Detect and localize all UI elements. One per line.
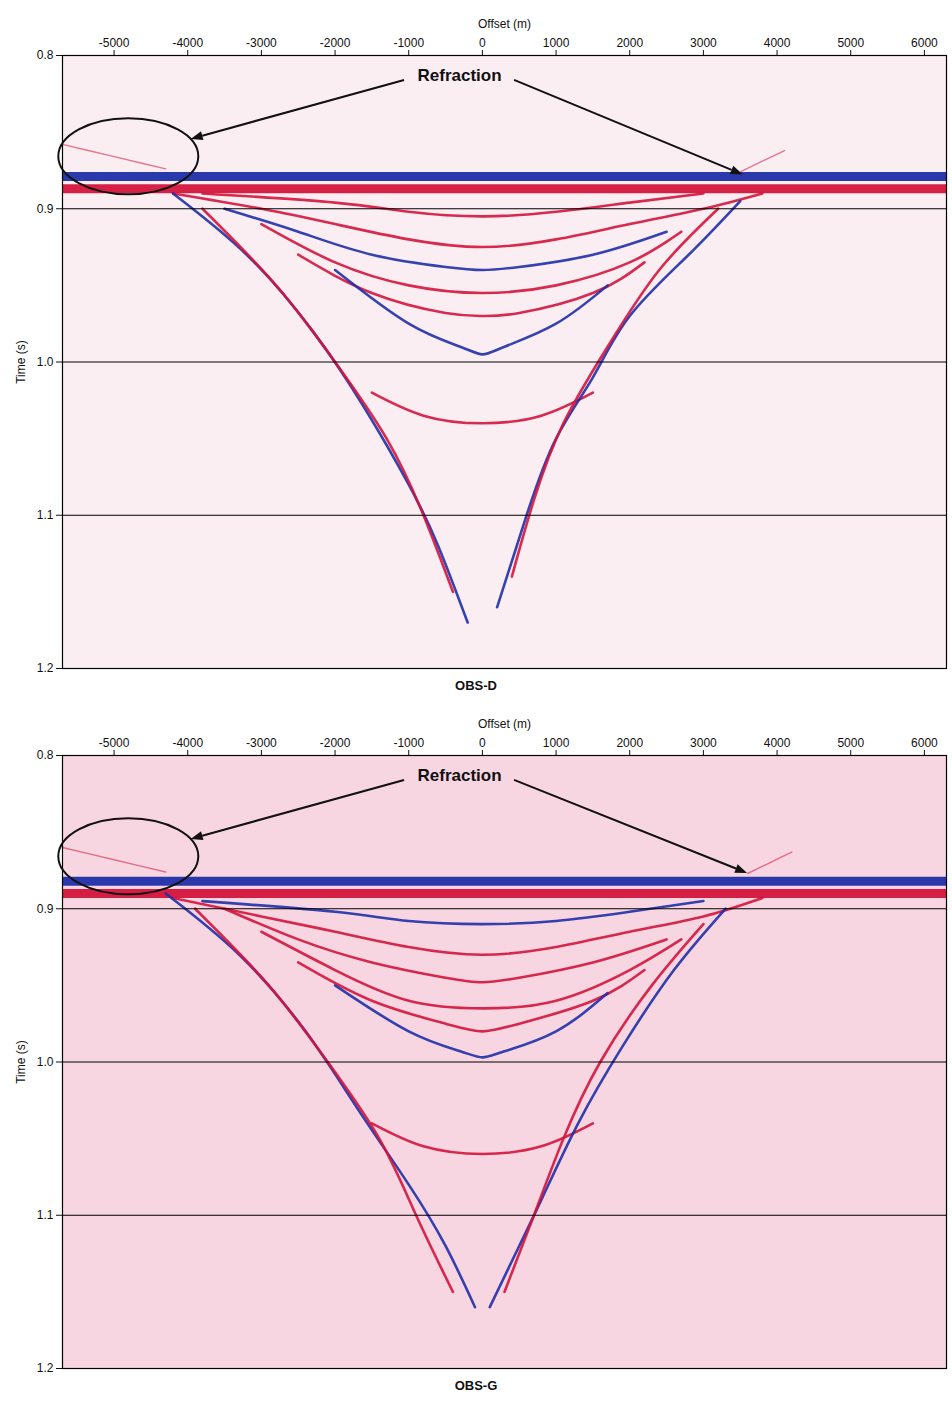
svg-text:0.8: 0.8 [37, 748, 54, 762]
svg-text:1.0: 1.0 [37, 1055, 54, 1069]
svg-text:-3000: -3000 [246, 736, 277, 750]
svg-text:4000: 4000 [764, 736, 791, 750]
svg-text:Time (s): Time (s) [14, 340, 28, 384]
svg-text:1.2: 1.2 [37, 1361, 54, 1375]
svg-text:Refraction: Refraction [418, 766, 502, 785]
svg-text:1000: 1000 [543, 736, 570, 750]
svg-text:0.9: 0.9 [37, 902, 54, 916]
svg-text:Time (s): Time (s) [14, 1040, 28, 1084]
svg-text:6000: 6000 [911, 36, 938, 50]
html-text:OBS-D: OBS-D [455, 678, 497, 693]
svg-text:5000: 5000 [837, 736, 864, 750]
svg-text:2000: 2000 [616, 736, 643, 750]
svg-text:1.1: 1.1 [37, 1208, 54, 1222]
svg-text:Refraction: Refraction [418, 66, 502, 85]
svg-text:0: 0 [479, 36, 486, 50]
svg-text:-5000: -5000 [99, 36, 130, 50]
svg-text:5000: 5000 [837, 36, 864, 50]
svg-text:Offset (m): Offset (m) [478, 17, 531, 31]
svg-text:2000: 2000 [616, 36, 643, 50]
svg-text:-2000: -2000 [320, 736, 351, 750]
svg-text:-1000: -1000 [393, 736, 424, 750]
svg-text:1.1: 1.1 [37, 508, 54, 522]
svg-text:-3000: -3000 [246, 36, 277, 50]
svg-text:0.8: 0.8 [37, 48, 54, 62]
svg-text:-5000: -5000 [99, 736, 130, 750]
svg-text:-4000: -4000 [172, 736, 203, 750]
svg-text:4000: 4000 [764, 36, 791, 50]
svg-text:-2000: -2000 [320, 36, 351, 50]
svg-text:3000: 3000 [690, 736, 717, 750]
html-text:OBS-G: OBS-G [454, 1378, 498, 1393]
svg-text:1.0: 1.0 [37, 355, 54, 369]
svg-text:Offset (m): Offset (m) [478, 717, 531, 731]
svg-text:-1000: -1000 [393, 36, 424, 50]
svg-text:3000: 3000 [690, 36, 717, 50]
svg-text:-4000: -4000 [172, 36, 203, 50]
svg-text:1.2: 1.2 [37, 661, 54, 675]
svg-text:1000: 1000 [543, 36, 570, 50]
svg-text:0.9: 0.9 [37, 202, 54, 216]
svg-text:0: 0 [479, 736, 486, 750]
svg-text:6000: 6000 [911, 736, 938, 750]
